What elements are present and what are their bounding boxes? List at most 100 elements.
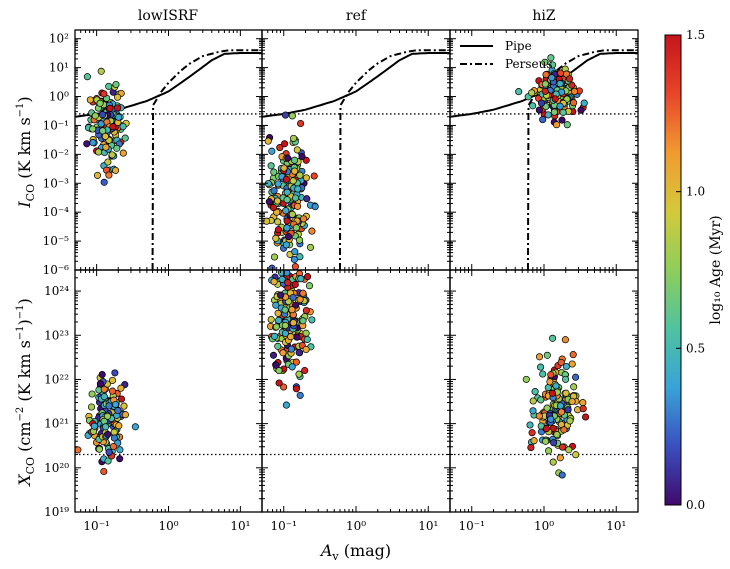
data-point <box>282 175 291 183</box>
data-point <box>91 112 99 120</box>
data-point <box>294 185 302 193</box>
data-point <box>283 217 291 225</box>
data-point <box>572 373 580 381</box>
data-point <box>103 412 112 420</box>
data-point <box>115 422 123 430</box>
data-point <box>544 111 552 119</box>
data-point <box>112 166 120 174</box>
colorbar-label: log₁₀ Age (Myr) <box>708 215 724 324</box>
data-point <box>558 116 566 124</box>
data-point <box>274 226 282 234</box>
data-point <box>559 108 567 116</box>
data-point <box>291 280 299 289</box>
data-point <box>541 80 549 88</box>
data-point <box>582 413 590 421</box>
y-axis-label-bottom: XCO (cm−2 (K km s−1)−1) <box>15 298 37 488</box>
scatter-points-layer <box>75 54 590 479</box>
data-point <box>121 411 129 419</box>
data-point <box>296 236 304 244</box>
data-point <box>99 111 107 119</box>
data-point <box>562 375 570 383</box>
data-point <box>274 218 282 226</box>
data-point <box>116 455 124 463</box>
data-point <box>296 295 304 304</box>
data-point <box>297 119 305 128</box>
data-point <box>288 210 296 218</box>
colorbar-tick-label: 0.5 <box>686 341 705 355</box>
data-point <box>541 58 549 66</box>
data-point <box>566 417 574 425</box>
data-point <box>119 149 127 157</box>
data-point <box>526 421 534 429</box>
axes-layer: 10⁻⁶ 10⁻⁵ 10⁻⁴ 10⁻³ 10⁻² 10⁻¹ 10⁰ 10¹ 10² 10¹⁹ 10²… <box>43 29 639 533</box>
data-point <box>281 321 289 330</box>
data-point <box>117 395 126 403</box>
data-point <box>299 289 307 297</box>
data-point <box>562 362 570 371</box>
legend: Pipe Perseus <box>460 39 553 71</box>
data-point <box>547 54 555 62</box>
data-point <box>270 253 279 261</box>
data-point <box>291 194 300 202</box>
data-point <box>275 367 283 375</box>
data-point <box>558 443 567 451</box>
data-point <box>267 162 275 170</box>
data-point <box>537 396 545 404</box>
panel-title-lowisrf: lowISRF <box>138 8 199 24</box>
data-point <box>283 196 291 204</box>
y-axis-label-top: ICO (K km s−1) <box>15 96 37 208</box>
x-tick-label: 10⁻¹ <box>271 519 297 533</box>
data-point <box>265 198 273 206</box>
data-point <box>288 363 296 371</box>
data-point <box>295 370 303 378</box>
data-point <box>537 99 546 107</box>
data-point <box>102 423 110 431</box>
data-point <box>291 248 299 256</box>
colorbar-tick-label: 0.0 <box>686 498 705 512</box>
data-point <box>529 102 537 110</box>
perseus-curve-lowisrf <box>151 49 262 270</box>
data-point <box>281 329 289 337</box>
data-point <box>282 401 290 409</box>
data-point <box>535 353 544 361</box>
data-point <box>291 263 299 270</box>
data-point <box>549 458 557 466</box>
data-point <box>104 457 112 465</box>
data-point <box>548 389 556 397</box>
y-tick-label: 10⁻³ <box>43 176 70 190</box>
data-point <box>548 74 556 82</box>
data-point <box>268 264 276 270</box>
y-tick-label: 10²³ <box>44 328 69 342</box>
data-point <box>542 425 550 433</box>
data-point <box>568 397 576 406</box>
data-point <box>111 369 119 377</box>
data-point <box>545 447 553 455</box>
x-tick-label: 10⁰ <box>158 519 178 533</box>
data-point <box>100 90 108 98</box>
data-point <box>100 467 108 476</box>
data-point <box>278 275 286 283</box>
data-point <box>565 446 573 454</box>
data-point <box>560 426 568 434</box>
data-point <box>104 158 112 166</box>
data-point <box>95 148 103 156</box>
data-point <box>529 397 537 405</box>
data-point <box>89 125 97 133</box>
data-point <box>275 379 283 387</box>
data-point <box>305 282 314 290</box>
data-point <box>295 349 303 357</box>
y-tick-label: 10²¹ <box>44 417 69 431</box>
data-point <box>269 351 278 359</box>
data-point <box>276 144 284 152</box>
data-point <box>284 279 292 287</box>
data-point <box>570 99 578 107</box>
data-point <box>108 151 116 159</box>
data-point <box>95 445 103 453</box>
data-point <box>109 442 118 451</box>
data-point <box>296 391 304 399</box>
data-point <box>105 402 113 410</box>
data-point <box>264 137 272 145</box>
data-point <box>100 393 108 401</box>
data-point <box>308 227 316 235</box>
